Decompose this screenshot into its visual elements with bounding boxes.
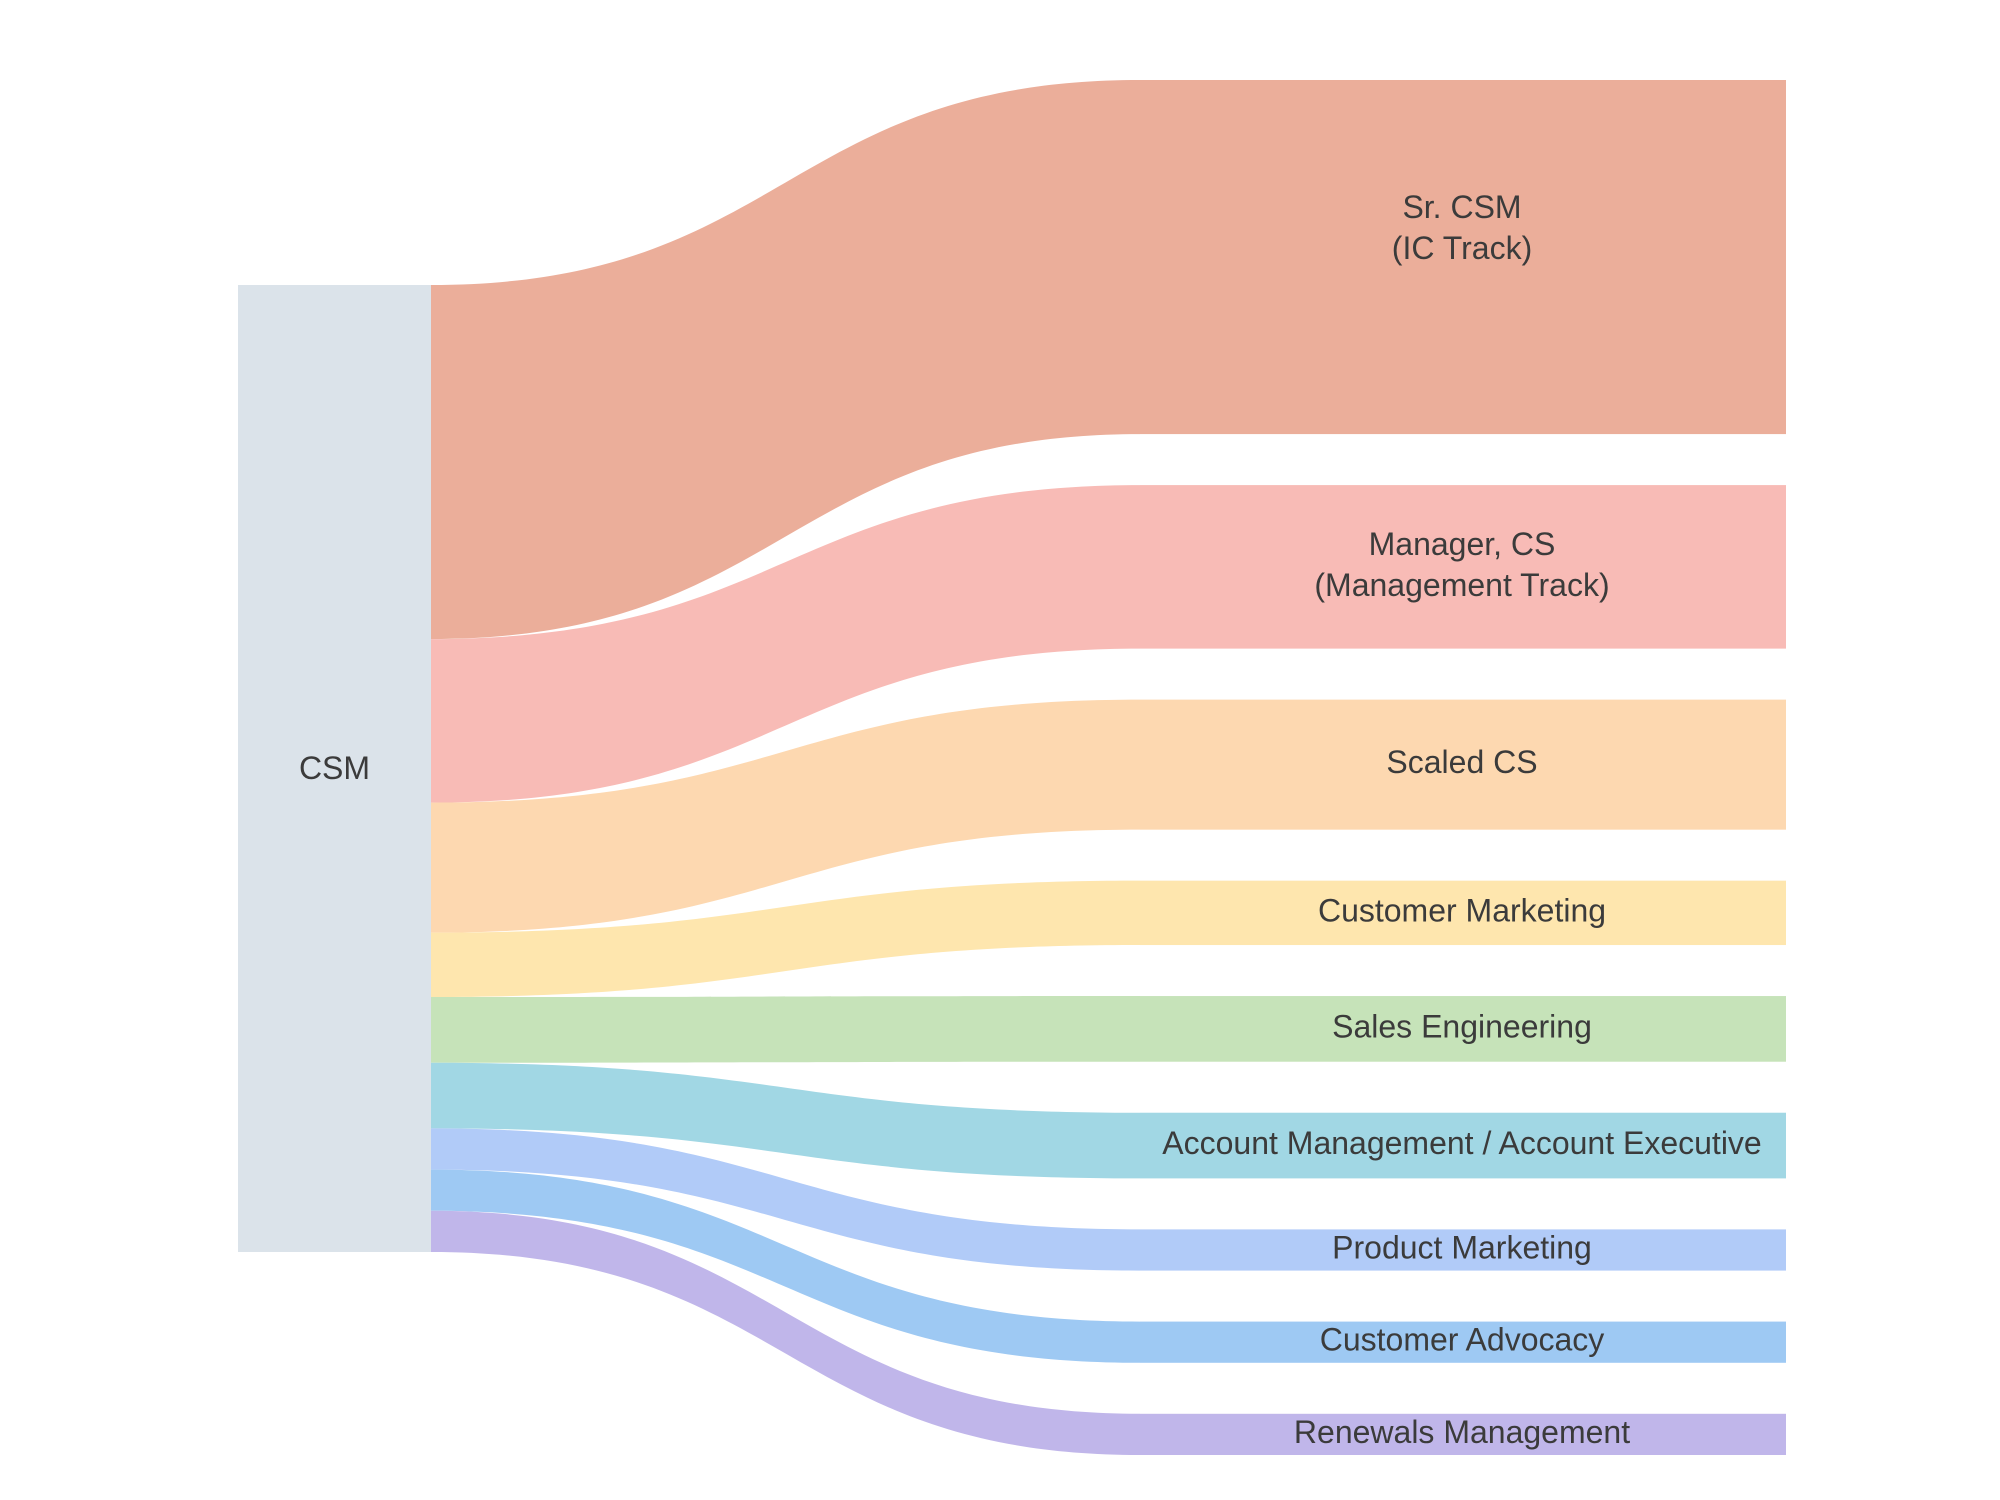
sankey-target-nodes [1140,80,1786,1455]
link-csm-to-account-management [431,1062,1140,1179]
source-label-csm: CSM [299,750,370,786]
target-label-line: Customer Marketing [1318,892,1606,928]
target-label-sales-engineering: Sales Engineering [1332,1008,1592,1044]
link-csm-to-product-marketing [431,1128,1140,1271]
target-label-account-management: Account Management / Account Executive [1162,1125,1761,1161]
target-node-scaled-cs [1140,699,1786,830]
target-label-line: Customer Advocacy [1320,1322,1605,1358]
target-label-line: Renewals Management [1294,1414,1630,1450]
target-node-sales-engineering [1140,996,1786,1062]
target-label-line: Account Management / Account Executive [1162,1125,1761,1161]
target-label-line: Sr. CSM [1402,189,1521,225]
target-node-product-marketing [1140,1229,1786,1271]
target-label-customer-advocacy: Customer Advocacy [1320,1322,1605,1358]
target-label-product-marketing: Product Marketing [1332,1229,1592,1265]
link-csm-to-customer-advocacy [431,1169,1140,1363]
target-label-line: (IC Track) [1392,230,1532,266]
link-csm-to-scaled-cs [431,699,1140,933]
target-label-line: Product Marketing [1332,1229,1592,1265]
target-node-manager-cs [1140,485,1786,649]
link-csm-to-customer-marketing [431,880,1140,998]
target-label-manager-cs: Manager, CS (Management Track) [1314,526,1609,603]
target-node-renewals-management [1140,1413,1786,1455]
target-label-renewals-management: Renewals Management [1294,1414,1630,1450]
target-label-customer-marketing: Customer Marketing [1318,892,1606,928]
target-node-customer-advocacy [1140,1321,1786,1363]
target-label-line: Manager, CS [1369,526,1556,562]
sankey-links [431,80,1140,1455]
target-label-sr-csm: Sr. CSM (IC Track) [1392,189,1532,266]
target-node-account-management [1140,1112,1786,1179]
target-node-sr-csm [1140,80,1786,435]
target-label-line: Scaled CS [1386,744,1537,780]
link-csm-to-sr-csm [431,80,1140,640]
target-label-scaled-cs: Scaled CS [1386,744,1537,780]
source-node-csm [238,285,431,1252]
target-label-line: Sales Engineering [1332,1008,1592,1044]
link-csm-to-manager-cs [431,485,1140,803]
target-node-customer-marketing [1140,880,1786,946]
target-label-line: (Management Track) [1314,567,1609,603]
link-csm-to-sales-engineering [431,996,1140,1063]
link-csm-to-renewals-management [431,1210,1140,1455]
sankey-target-labels: Sr. CSM (IC Track) Manager, CS (Management … [1162,189,1761,1450]
